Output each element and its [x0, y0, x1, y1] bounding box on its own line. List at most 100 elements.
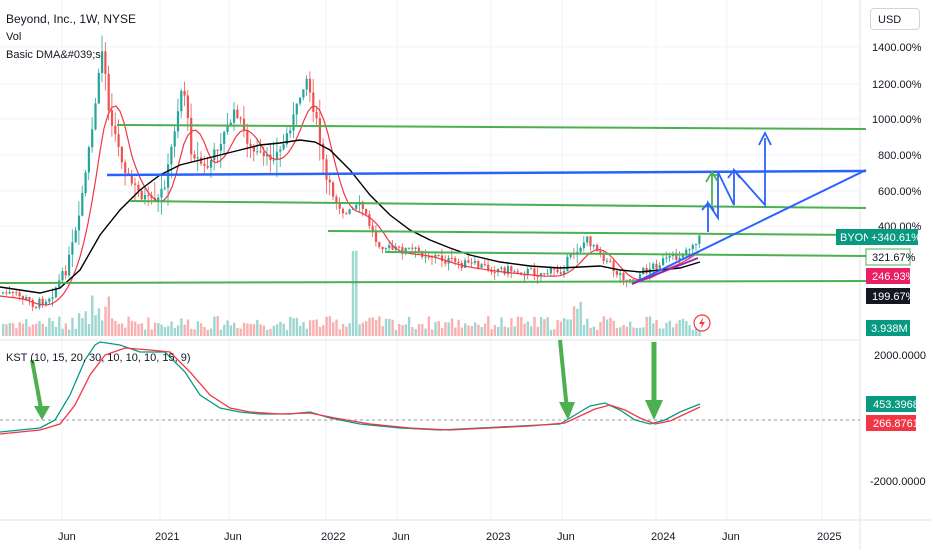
- volume-bar: [130, 320, 134, 336]
- candle-body: [186, 95, 189, 118]
- lightning-icon[interactable]: [693, 314, 711, 332]
- candle-body: [308, 78, 312, 93]
- volume-bar: [104, 306, 107, 336]
- volume-bar: [483, 323, 487, 336]
- volume-bar: [506, 327, 510, 336]
- volume-bar: [97, 308, 101, 336]
- candle-body: [368, 214, 371, 226]
- volume-bar: [332, 322, 335, 336]
- volume-bar: [665, 322, 668, 336]
- candle-body: [602, 253, 605, 262]
- volume-bar: [678, 319, 681, 336]
- candle-body: [124, 162, 127, 174]
- candle-body: [84, 172, 87, 194]
- volume-bar: [81, 318, 84, 336]
- candle-body: [467, 260, 470, 263]
- volume-bar: [308, 320, 312, 336]
- drawings[interactable]: [0, 124, 867, 285]
- candle-body: [272, 159, 275, 161]
- currency-button[interactable]: USD: [870, 8, 920, 30]
- candle-body: [563, 270, 566, 275]
- volume-bar: [470, 326, 473, 336]
- candle-body: [665, 257, 668, 259]
- candle-body: [398, 246, 401, 248]
- candle-body: [216, 149, 219, 151]
- candle-body: [35, 307, 38, 309]
- candle-body: [180, 90, 183, 112]
- volume-bar: [285, 329, 289, 336]
- volume-bar: [124, 327, 127, 336]
- candle-body: [318, 118, 321, 144]
- candle-body: [470, 262, 473, 264]
- candle-body: [675, 253, 678, 260]
- volume-bar: [8, 323, 11, 336]
- candle-body: [523, 274, 526, 276]
- price-tick-label: 600.00%: [878, 186, 922, 198]
- volume-tag: 3.938M: [871, 323, 908, 335]
- volume-bar: [341, 323, 345, 336]
- candle-body: [497, 268, 500, 273]
- kst-pane: [0, 339, 860, 435]
- candle-body: [332, 182, 335, 197]
- volume-bar: [275, 324, 279, 336]
- candle-body: [5, 292, 8, 294]
- volume-bar: [84, 311, 87, 336]
- volume-bar: [579, 301, 582, 336]
- candle-body: [266, 154, 269, 157]
- candle-body: [530, 268, 533, 270]
- buy-signal-arrowhead: [559, 402, 575, 420]
- candle-body: [252, 146, 255, 152]
- candle-body: [104, 51, 107, 74]
- volume-bar: [361, 322, 365, 336]
- candle-body: [477, 261, 480, 268]
- candle-body: [454, 258, 457, 262]
- candle-body: [143, 195, 147, 200]
- candle-body: [371, 225, 374, 231]
- volume-bar: [318, 326, 322, 336]
- candle-body: [233, 109, 236, 123]
- volume-bar: [345, 326, 348, 336]
- volume-bar: [652, 323, 655, 336]
- volume-bar: [543, 319, 546, 336]
- candle-body: [134, 183, 137, 185]
- volume-bar: [68, 329, 71, 336]
- volume-bar: [117, 323, 120, 336]
- volume-tag-bg: [866, 320, 910, 336]
- volume-bar: [28, 326, 31, 336]
- candle-body: [173, 131, 176, 147]
- volume-bar: [685, 321, 688, 336]
- candle-body: [292, 114, 295, 131]
- volume-bar: [101, 320, 104, 336]
- candle-body: [401, 247, 404, 255]
- volume-bar: [358, 324, 361, 336]
- volume-bar: [269, 328, 272, 336]
- projection-zigzag: [707, 138, 766, 232]
- volume-bar: [388, 318, 391, 336]
- volume-bar: [381, 326, 384, 336]
- candle-body: [500, 267, 503, 269]
- candle-body: [609, 260, 612, 262]
- candle-body: [209, 160, 213, 168]
- volume-bar: [645, 316, 648, 336]
- candle-body: [688, 249, 691, 251]
- volume-bar: [440, 328, 444, 336]
- candle-body: [163, 187, 166, 189]
- price-axis: 1400.00% 1200.00% 1000.00% 800.00% 600.0…: [872, 42, 922, 233]
- current-tag-bg: [868, 229, 918, 245]
- volume-bar: [180, 318, 183, 336]
- candle-body: [160, 188, 163, 198]
- volume-bar: [592, 326, 596, 336]
- volume-bar: [140, 323, 143, 336]
- volume-bar: [223, 324, 226, 336]
- candle-body: [599, 250, 602, 254]
- volume-bar: [668, 320, 671, 336]
- volume-bar: [632, 327, 635, 336]
- volume-bar: [2, 323, 5, 336]
- candle-body: [262, 152, 265, 157]
- candle-body: [437, 254, 440, 256]
- volume-bar: [533, 316, 536, 336]
- time-tick-label: Jun: [722, 531, 740, 543]
- candle-body: [374, 230, 378, 242]
- candle-body: [681, 255, 684, 258]
